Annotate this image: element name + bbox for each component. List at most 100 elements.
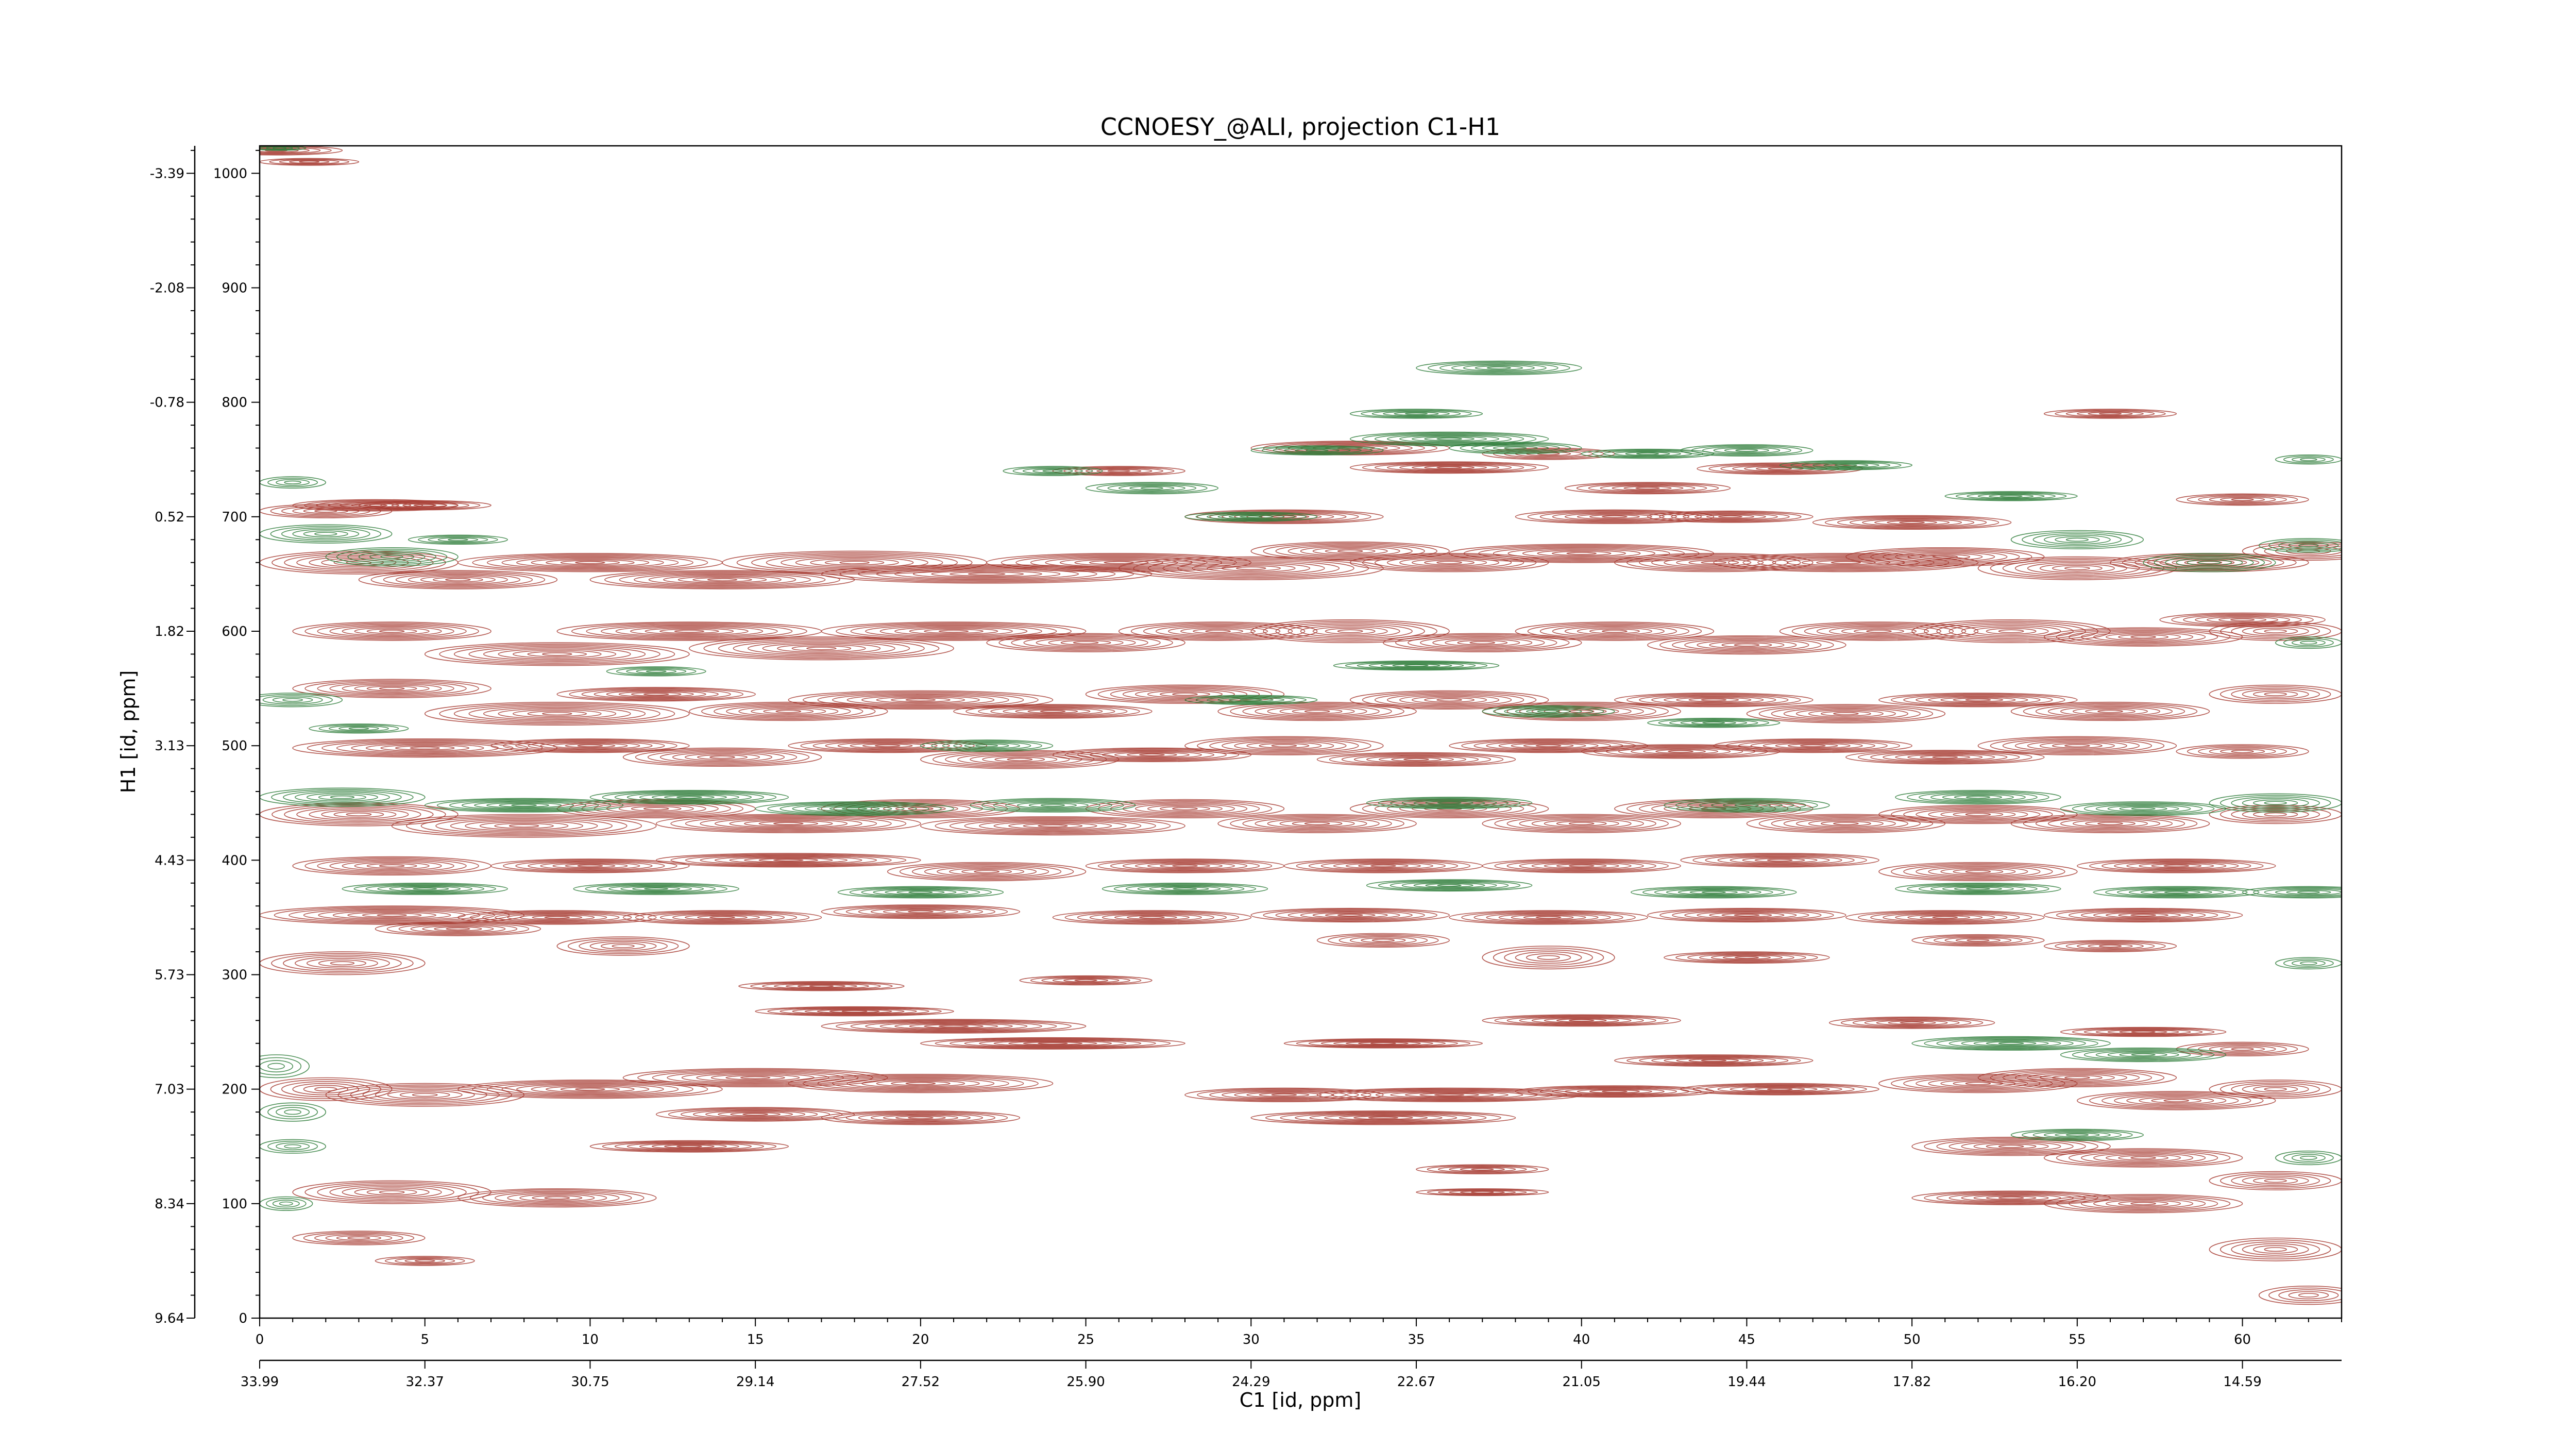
contour-level — [1730, 1086, 1830, 1093]
contour-level — [487, 1082, 693, 1097]
negative-peak-6 — [1085, 482, 1218, 495]
contour-level — [2027, 562, 2127, 575]
contour-level — [1427, 1165, 1538, 1174]
positive-peak-105 — [457, 910, 657, 925]
contour-level — [1246, 742, 1322, 750]
contour-level — [626, 1142, 752, 1151]
contour-level — [1568, 822, 1595, 825]
positive-peak-19 — [1977, 556, 2177, 580]
contour-level — [1680, 444, 1814, 457]
positive-peak-50 — [292, 679, 492, 698]
contour-level — [1177, 561, 1325, 575]
contour-level — [2220, 1239, 2331, 1259]
contour-level — [2081, 1197, 2206, 1210]
contour-level — [260, 693, 343, 707]
contour-level — [1986, 1195, 2037, 1200]
negative-peak-40 — [342, 883, 508, 895]
contour-level — [1375, 1090, 1523, 1100]
contour-level — [604, 571, 840, 588]
contour-level — [1246, 1092, 1322, 1098]
contour-level — [2052, 743, 2103, 749]
negative-peak-28 — [920, 739, 1054, 752]
contour-level — [1338, 1115, 1428, 1121]
contour-level — [1209, 738, 1359, 753]
contour-level — [1300, 625, 1400, 637]
contour-level — [1032, 468, 1073, 474]
contour-level — [2198, 560, 2221, 565]
x-tick-label: 30 — [1243, 1332, 1260, 1347]
contour-level — [1544, 1018, 1619, 1023]
contour-level — [515, 860, 665, 872]
contour-level — [542, 652, 572, 656]
contour-level — [532, 1195, 583, 1201]
contour-level — [380, 554, 403, 559]
contour-level — [412, 887, 437, 890]
contour-level — [1424, 560, 1475, 565]
contour-level — [1735, 449, 1758, 452]
contour-level — [318, 959, 367, 967]
contour-level — [803, 1075, 1039, 1092]
contour-level — [1721, 642, 1772, 648]
contour-level — [379, 864, 405, 868]
y-ppm-tick-label: 9.64 — [155, 1311, 184, 1326]
contour-level — [317, 681, 467, 696]
contour-level — [908, 1116, 934, 1119]
positive-peak-159 — [2043, 1194, 2243, 1214]
contour-level — [821, 1110, 1021, 1125]
positive-peak-7 — [457, 553, 723, 572]
contour-level — [513, 650, 602, 659]
contour-level — [585, 883, 727, 895]
contour-level — [528, 861, 653, 871]
contour-level — [1771, 706, 1921, 721]
contour-level — [803, 691, 1039, 709]
contour-level — [837, 886, 1004, 899]
contour-level — [516, 1084, 664, 1095]
contour-level — [891, 1081, 951, 1086]
contour-level — [2264, 812, 2287, 817]
contour-level — [265, 1198, 307, 1209]
contour-level — [1012, 467, 1093, 475]
contour-level — [1808, 819, 1884, 828]
contour-level — [1577, 1089, 1652, 1094]
contour-level — [841, 807, 868, 810]
contour-level — [1564, 626, 1665, 636]
contour-level — [1337, 914, 1363, 917]
contour-level — [1697, 639, 1797, 650]
contour-level — [1953, 698, 2004, 702]
contour-level — [540, 862, 640, 870]
contour-level — [1705, 1084, 1855, 1094]
contour-level — [2220, 686, 2331, 702]
contour-level — [1623, 486, 1672, 491]
contour-level — [601, 625, 778, 638]
contour-level — [775, 710, 802, 713]
contour-level — [725, 1075, 785, 1081]
contour-level — [612, 944, 635, 948]
negative-peak-50 — [260, 1102, 326, 1122]
contour-level — [715, 856, 862, 865]
contour-level — [2220, 806, 2331, 823]
contour-level — [542, 712, 572, 716]
contour-level — [472, 1081, 708, 1098]
contour-level — [651, 794, 727, 800]
negative-peak-53 — [1911, 1036, 2111, 1051]
contour-level — [697, 754, 748, 760]
contour-level — [648, 574, 796, 585]
positive-peak-55 — [953, 704, 1153, 719]
contour-level — [804, 804, 905, 813]
contour-level — [1449, 910, 1648, 925]
contour-level — [634, 573, 811, 586]
negative-peak-25 — [1333, 660, 1500, 671]
contour-level — [1412, 465, 1487, 470]
contour-level — [1486, 366, 1512, 369]
contour-level — [2093, 1199, 2194, 1209]
contour-level — [2253, 887, 2342, 898]
contour-level — [998, 634, 1173, 651]
contour-level — [307, 739, 543, 757]
contour-level — [2014, 739, 2140, 752]
contour-level — [1758, 705, 1934, 722]
contour-level — [2143, 553, 2276, 572]
contour-level — [1940, 811, 2016, 819]
contour-level — [546, 1086, 635, 1093]
contour-level — [348, 727, 369, 730]
contour-level — [501, 556, 679, 569]
